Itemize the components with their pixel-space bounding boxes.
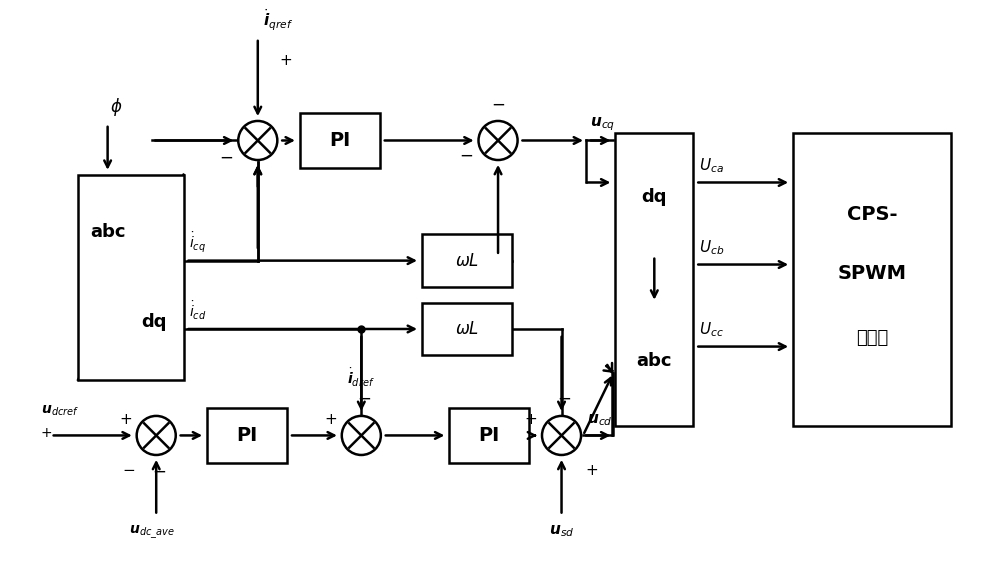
Text: $\boldsymbol{u}_{dcref}$: $\boldsymbol{u}_{dcref}$ [41,403,79,418]
Text: −: − [219,149,233,167]
Text: −: − [491,95,505,113]
Text: $\boldsymbol{u}_{sd}$: $\boldsymbol{u}_{sd}$ [549,523,574,539]
Text: $\boldsymbol{u}_{dc\_ave}$: $\boldsymbol{u}_{dc\_ave}$ [129,523,174,541]
Text: +: + [279,53,292,68]
Bar [422,234,512,287]
Text: $U_{cc}$: $U_{cc}$ [699,320,724,339]
Text: $U_{ca}$: $U_{ca}$ [699,156,724,175]
Text: $\omega L$: $\omega L$ [455,252,479,270]
Bar [300,113,380,168]
Bar [78,175,184,380]
Text: +: + [524,413,537,427]
Text: $\phi$: $\phi$ [110,96,122,118]
Text: −: − [558,390,571,408]
Text: −: − [122,463,135,478]
Text: −: − [459,147,473,165]
Text: $\dot{i}_{cq}$: $\dot{i}_{cq}$ [189,230,207,254]
Text: $U_{cb}$: $U_{cb}$ [699,238,725,257]
Bar [615,133,693,426]
Text: PI: PI [236,426,258,445]
Bar [207,408,287,463]
Bar [449,408,529,463]
Text: CPS-: CPS- [847,205,897,224]
Text: $\boldsymbol{u}_{cq}$: $\boldsymbol{u}_{cq}$ [590,115,615,133]
Text: $\dot{\boldsymbol{i}}_{dref}$: $\dot{\boldsymbol{i}}_{dref}$ [347,367,375,388]
Text: PI: PI [479,426,500,445]
Text: $\omega L$: $\omega L$ [455,320,479,338]
Text: PI: PI [329,131,350,150]
Text: $\dot{i}_{cd}$: $\dot{i}_{cd}$ [189,300,207,322]
Text: +: + [119,413,132,427]
Text: +: + [41,426,53,441]
Text: +: + [585,463,598,478]
Text: abc: abc [90,223,125,241]
Bar [793,133,951,426]
Text: $\boldsymbol{u}_{cd}$: $\boldsymbol{u}_{cd}$ [587,412,613,427]
Text: −: − [152,463,166,481]
Text: abc: abc [637,352,672,370]
Text: SPWM: SPWM [838,264,907,283]
Text: dq: dq [642,188,667,206]
Text: 发生器: 发生器 [856,329,888,347]
Text: −: − [357,390,371,408]
Bar [422,303,512,355]
Text: $\dot{\boldsymbol{i}}_{qref}$: $\dot{\boldsymbol{i}}_{qref}$ [263,7,293,33]
Text: dq: dq [141,313,167,331]
Text: +: + [324,413,337,427]
